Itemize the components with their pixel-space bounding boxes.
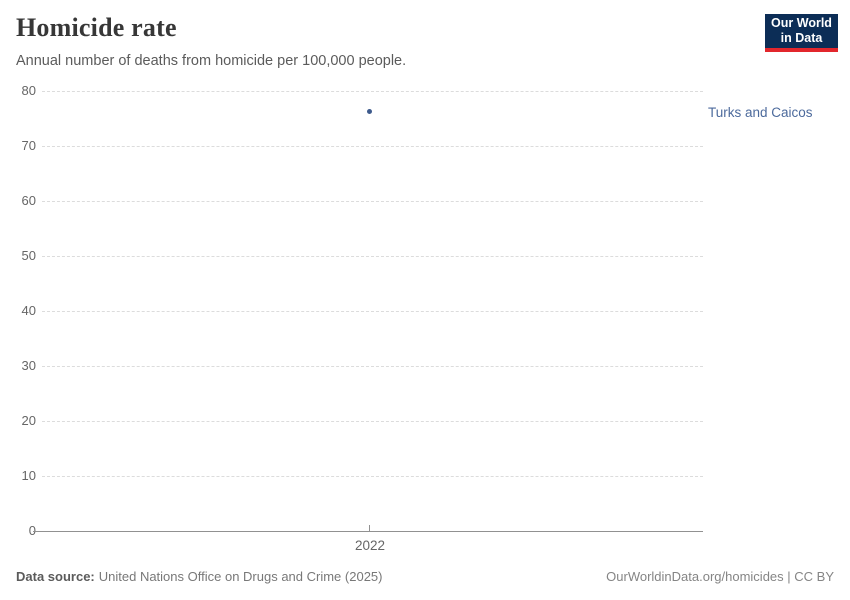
data-point[interactable] xyxy=(366,109,372,115)
logo-red-bar xyxy=(765,48,838,52)
owid-logo-line1: Our World xyxy=(771,16,832,31)
y-axis-tick-label: 70 xyxy=(21,138,36,153)
y-gridline xyxy=(42,200,703,202)
y-gridline xyxy=(42,90,703,92)
y-axis-tick-label: 30 xyxy=(21,358,36,373)
data-source: Data source: United Nations Office on Dru… xyxy=(16,569,382,584)
y-gridline xyxy=(42,420,703,422)
entity-label[interactable]: Turks and Caicos xyxy=(708,104,813,120)
data-source-label: Data source: xyxy=(16,569,95,584)
y-axis-tick-label: 40 xyxy=(21,303,36,318)
y-axis-tick-label: 50 xyxy=(21,248,36,263)
citation: OurWorldinData.org/homicides | CC BY xyxy=(606,569,834,584)
y-axis-tick-label: 20 xyxy=(21,413,36,428)
footer: Data source: United Nations Office on Dru… xyxy=(16,569,834,584)
x-axis-tick xyxy=(369,525,370,531)
y-axis-tick-label: 80 xyxy=(21,83,36,98)
y-gridline xyxy=(42,145,703,147)
y-gridline xyxy=(42,255,703,257)
owid-logo-line2: in Data xyxy=(780,31,823,45)
y-gridline xyxy=(42,365,703,367)
y-axis-tick-label: 0 xyxy=(0,523,36,539)
y-gridline xyxy=(42,310,703,312)
page-subtitle: Annual number of deaths from homicide pe… xyxy=(16,53,407,69)
x-axis-tick-label: 2022 xyxy=(354,538,386,553)
x-axis-line xyxy=(33,531,703,532)
page-title: Homicide rate xyxy=(16,13,177,42)
data-source-value: United Nations Office on Drugs and Crime… xyxy=(98,569,383,584)
y-axis-tick-label: 10 xyxy=(21,468,36,483)
y-gridline xyxy=(42,475,703,477)
y-axis-tick-label: 60 xyxy=(21,193,36,208)
owid-logo: Our World in Data xyxy=(765,14,838,48)
